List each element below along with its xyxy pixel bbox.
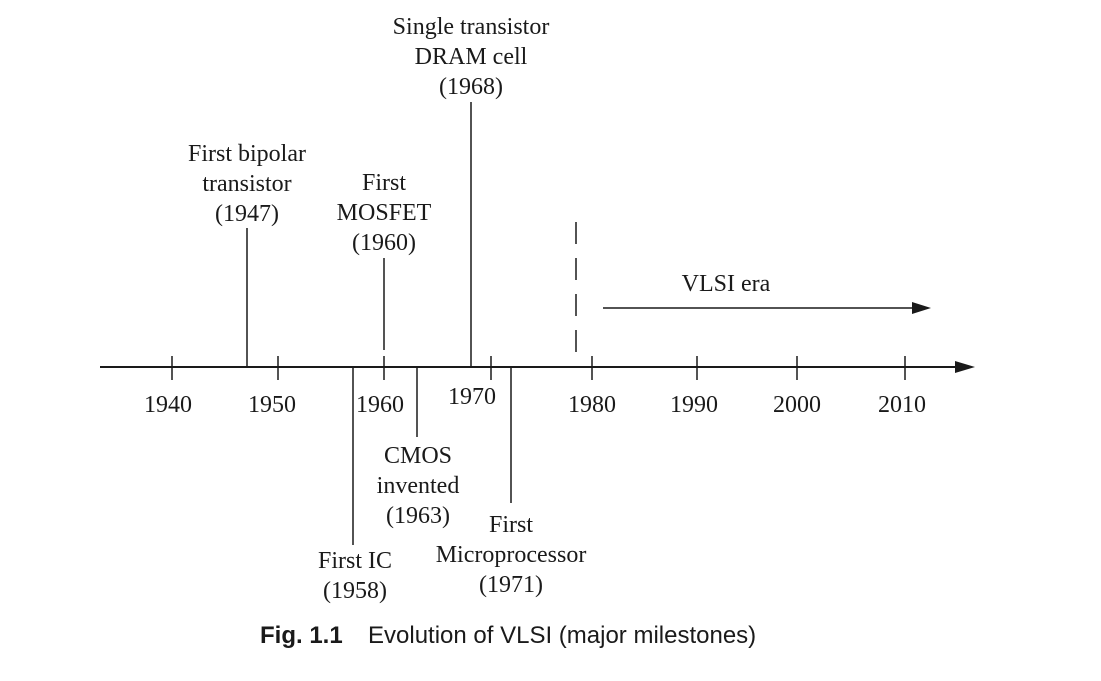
milestone-cmos-line1: CMOS <box>384 443 452 469</box>
milestone-bipolar-line2: transistor <box>202 171 291 197</box>
vlsi-era-label: VLSI era <box>682 271 771 297</box>
vlsi-era-arrowhead <box>912 302 931 314</box>
tick-label-1940: 1940 <box>144 392 192 418</box>
milestone-ic-line2: (1958) <box>323 578 387 604</box>
milestone-micro-line1: First <box>489 512 533 538</box>
milestone-bipolar-line1: First bipolar <box>188 141 306 167</box>
milestone-mosfet-line2: MOSFET <box>337 200 432 226</box>
milestone-dram-line1: Single transistor <box>393 14 550 40</box>
tick-label-1950: 1950 <box>248 392 296 418</box>
milestone-micro-line3: (1971) <box>479 572 543 598</box>
milestone-cmos-line2: invented <box>377 473 460 499</box>
caption-number: Fig. 1.1 <box>260 622 343 649</box>
timeline-arrowhead <box>955 361 975 373</box>
milestone-mosfet-line3: (1960) <box>352 230 416 256</box>
tick-label-2000: 2000 <box>773 392 821 418</box>
tick-label-2010: 2010 <box>878 392 926 418</box>
milestone-dram-line2: DRAM cell <box>415 44 528 70</box>
caption-text: Evolution of VLSI (major milestones) <box>368 622 757 649</box>
tick-label-1970: 1970 <box>448 384 496 410</box>
milestone-cmos-line3: (1963) <box>386 503 450 529</box>
milestone-bipolar-line3: (1947) <box>215 201 279 227</box>
tick-label-1990: 1990 <box>670 392 718 418</box>
milestone-mosfet-line1: First <box>362 170 406 196</box>
tick-label-1960: 1960 <box>356 392 404 418</box>
tick-label-1980: 1980 <box>568 392 616 418</box>
tick-marks <box>171 356 906 380</box>
milestone-micro-line2: Microprocessor <box>436 542 587 568</box>
milestone-dram-line3: (1968) <box>439 74 503 100</box>
milestone-ic-line1: First IC <box>318 548 392 574</box>
